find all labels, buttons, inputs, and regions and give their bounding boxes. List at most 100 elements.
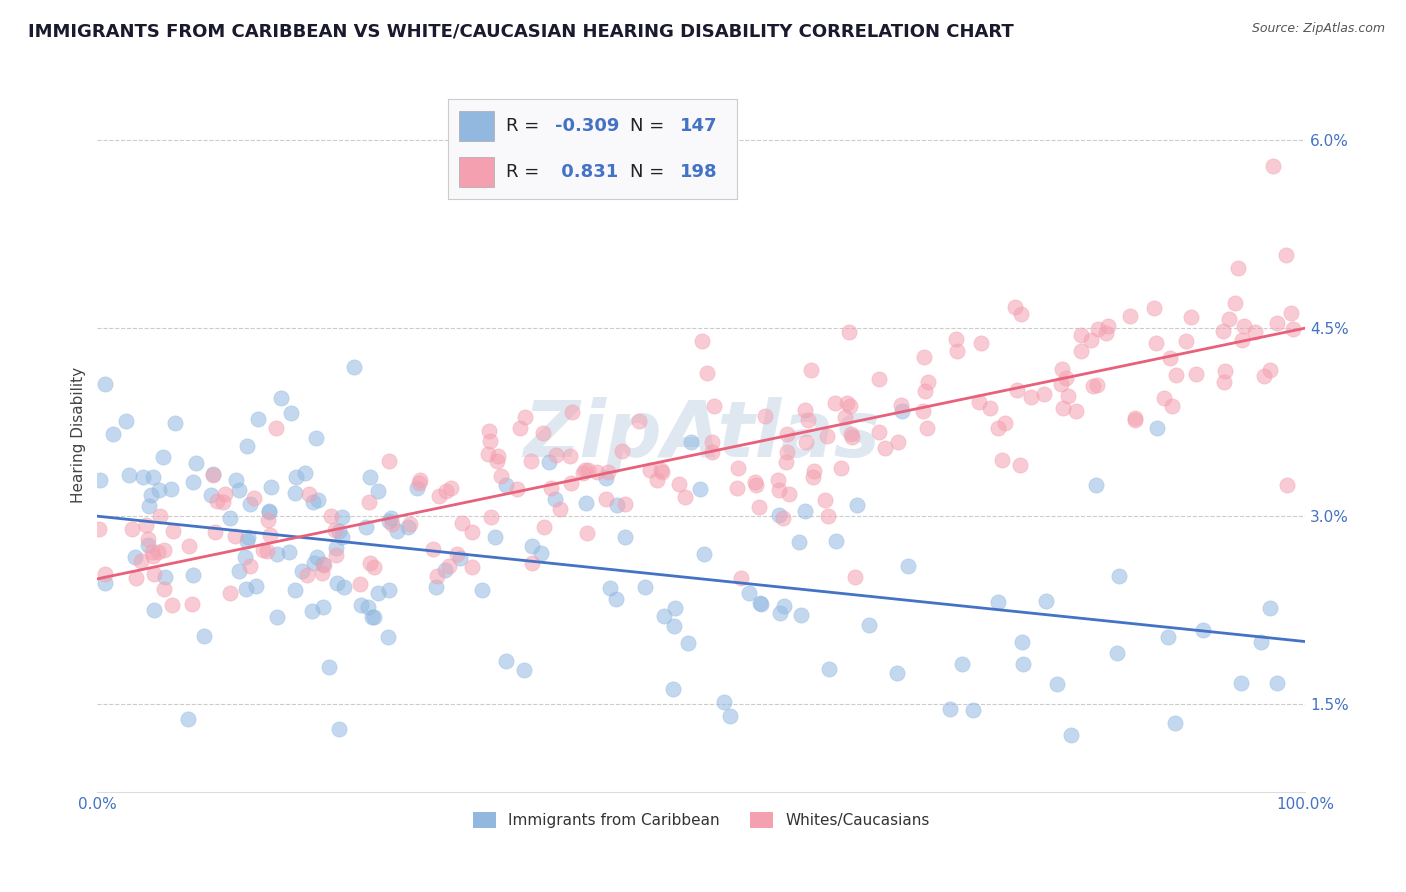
Point (235, 582, 257, 596)
Point (298, 487, 321, 501)
Point (259, 528, 281, 542)
Point (200, 488, 222, 502)
Point (131, 470, 153, 484)
Point (479, 510, 502, 524)
Point (367, 586, 389, 600)
Point (917, 375, 939, 389)
Point (1180, 310, 1202, 324)
Point (143, 603, 166, 617)
Point (727, 460, 749, 475)
Point (202, 467, 225, 482)
Point (506, 483, 529, 497)
Point (478, 424, 501, 438)
Point (1277, 477, 1299, 491)
Point (668, 477, 690, 491)
Point (219, 511, 242, 525)
Point (638, 463, 661, 477)
Point (155, 570, 177, 584)
Point (748, 596, 770, 610)
Point (537, 455, 560, 469)
Point (572, 466, 595, 480)
Point (1004, 300, 1026, 314)
Point (543, 492, 565, 507)
Point (1144, 335, 1167, 350)
Point (773, 599, 796, 614)
Y-axis label: Hearing Disability: Hearing Disability (72, 367, 86, 503)
Point (650, 463, 672, 477)
Point (141, 545, 163, 559)
Point (239, 559, 262, 574)
Point (115, 414, 138, 428)
Point (1107, 646, 1129, 660)
Point (94, 376, 117, 391)
Point (830, 461, 852, 475)
Point (319, 508, 342, 523)
Point (1011, 635, 1033, 649)
Point (434, 484, 457, 499)
Point (702, 435, 724, 450)
Point (349, 577, 371, 591)
Point (814, 493, 837, 508)
Point (634, 580, 657, 594)
Point (1085, 477, 1108, 491)
Point (449, 550, 471, 565)
Point (202, 467, 225, 482)
Point (664, 601, 686, 615)
Point (427, 489, 450, 503)
Point (350, 598, 373, 612)
Point (844, 569, 866, 583)
Point (1108, 569, 1130, 583)
Point (744, 475, 766, 489)
Point (305, 431, 328, 445)
Point (824, 396, 846, 410)
Point (1070, 328, 1092, 343)
Point (979, 401, 1001, 416)
Point (574, 463, 596, 477)
Point (243, 491, 266, 505)
Point (297, 568, 319, 582)
Point (495, 478, 517, 492)
Point (540, 481, 562, 495)
Point (1005, 383, 1028, 397)
Point (599, 581, 621, 595)
Point (446, 547, 468, 561)
Point (627, 414, 650, 428)
Point (890, 398, 912, 412)
Point (1011, 657, 1033, 672)
Point (325, 541, 347, 555)
Point (302, 494, 325, 508)
Point (1097, 319, 1119, 334)
Point (1212, 324, 1234, 338)
Point (839, 399, 862, 413)
Point (1223, 296, 1246, 310)
Point (356, 599, 378, 614)
Point (1052, 401, 1074, 415)
Point (148, 483, 170, 497)
Point (1010, 458, 1032, 473)
Point (1050, 361, 1073, 376)
Point (1164, 368, 1187, 382)
Point (1275, 247, 1298, 261)
Point (1213, 375, 1236, 389)
Point (520, 556, 543, 570)
Point (396, 520, 419, 534)
Point (1157, 630, 1180, 644)
Point (841, 430, 863, 444)
Point (1054, 371, 1077, 385)
Point (152, 450, 174, 464)
Point (803, 465, 825, 479)
Point (1174, 334, 1197, 348)
Point (1146, 421, 1168, 435)
Point (994, 416, 1017, 430)
Point (294, 467, 316, 481)
Point (142, 549, 165, 563)
Point (211, 495, 233, 509)
Point (266, 609, 288, 624)
Point (387, 524, 409, 539)
Point (333, 580, 356, 594)
Point (301, 604, 323, 618)
Point (531, 426, 554, 441)
Point (486, 449, 509, 463)
Point (1087, 322, 1109, 336)
Point (1119, 309, 1142, 323)
